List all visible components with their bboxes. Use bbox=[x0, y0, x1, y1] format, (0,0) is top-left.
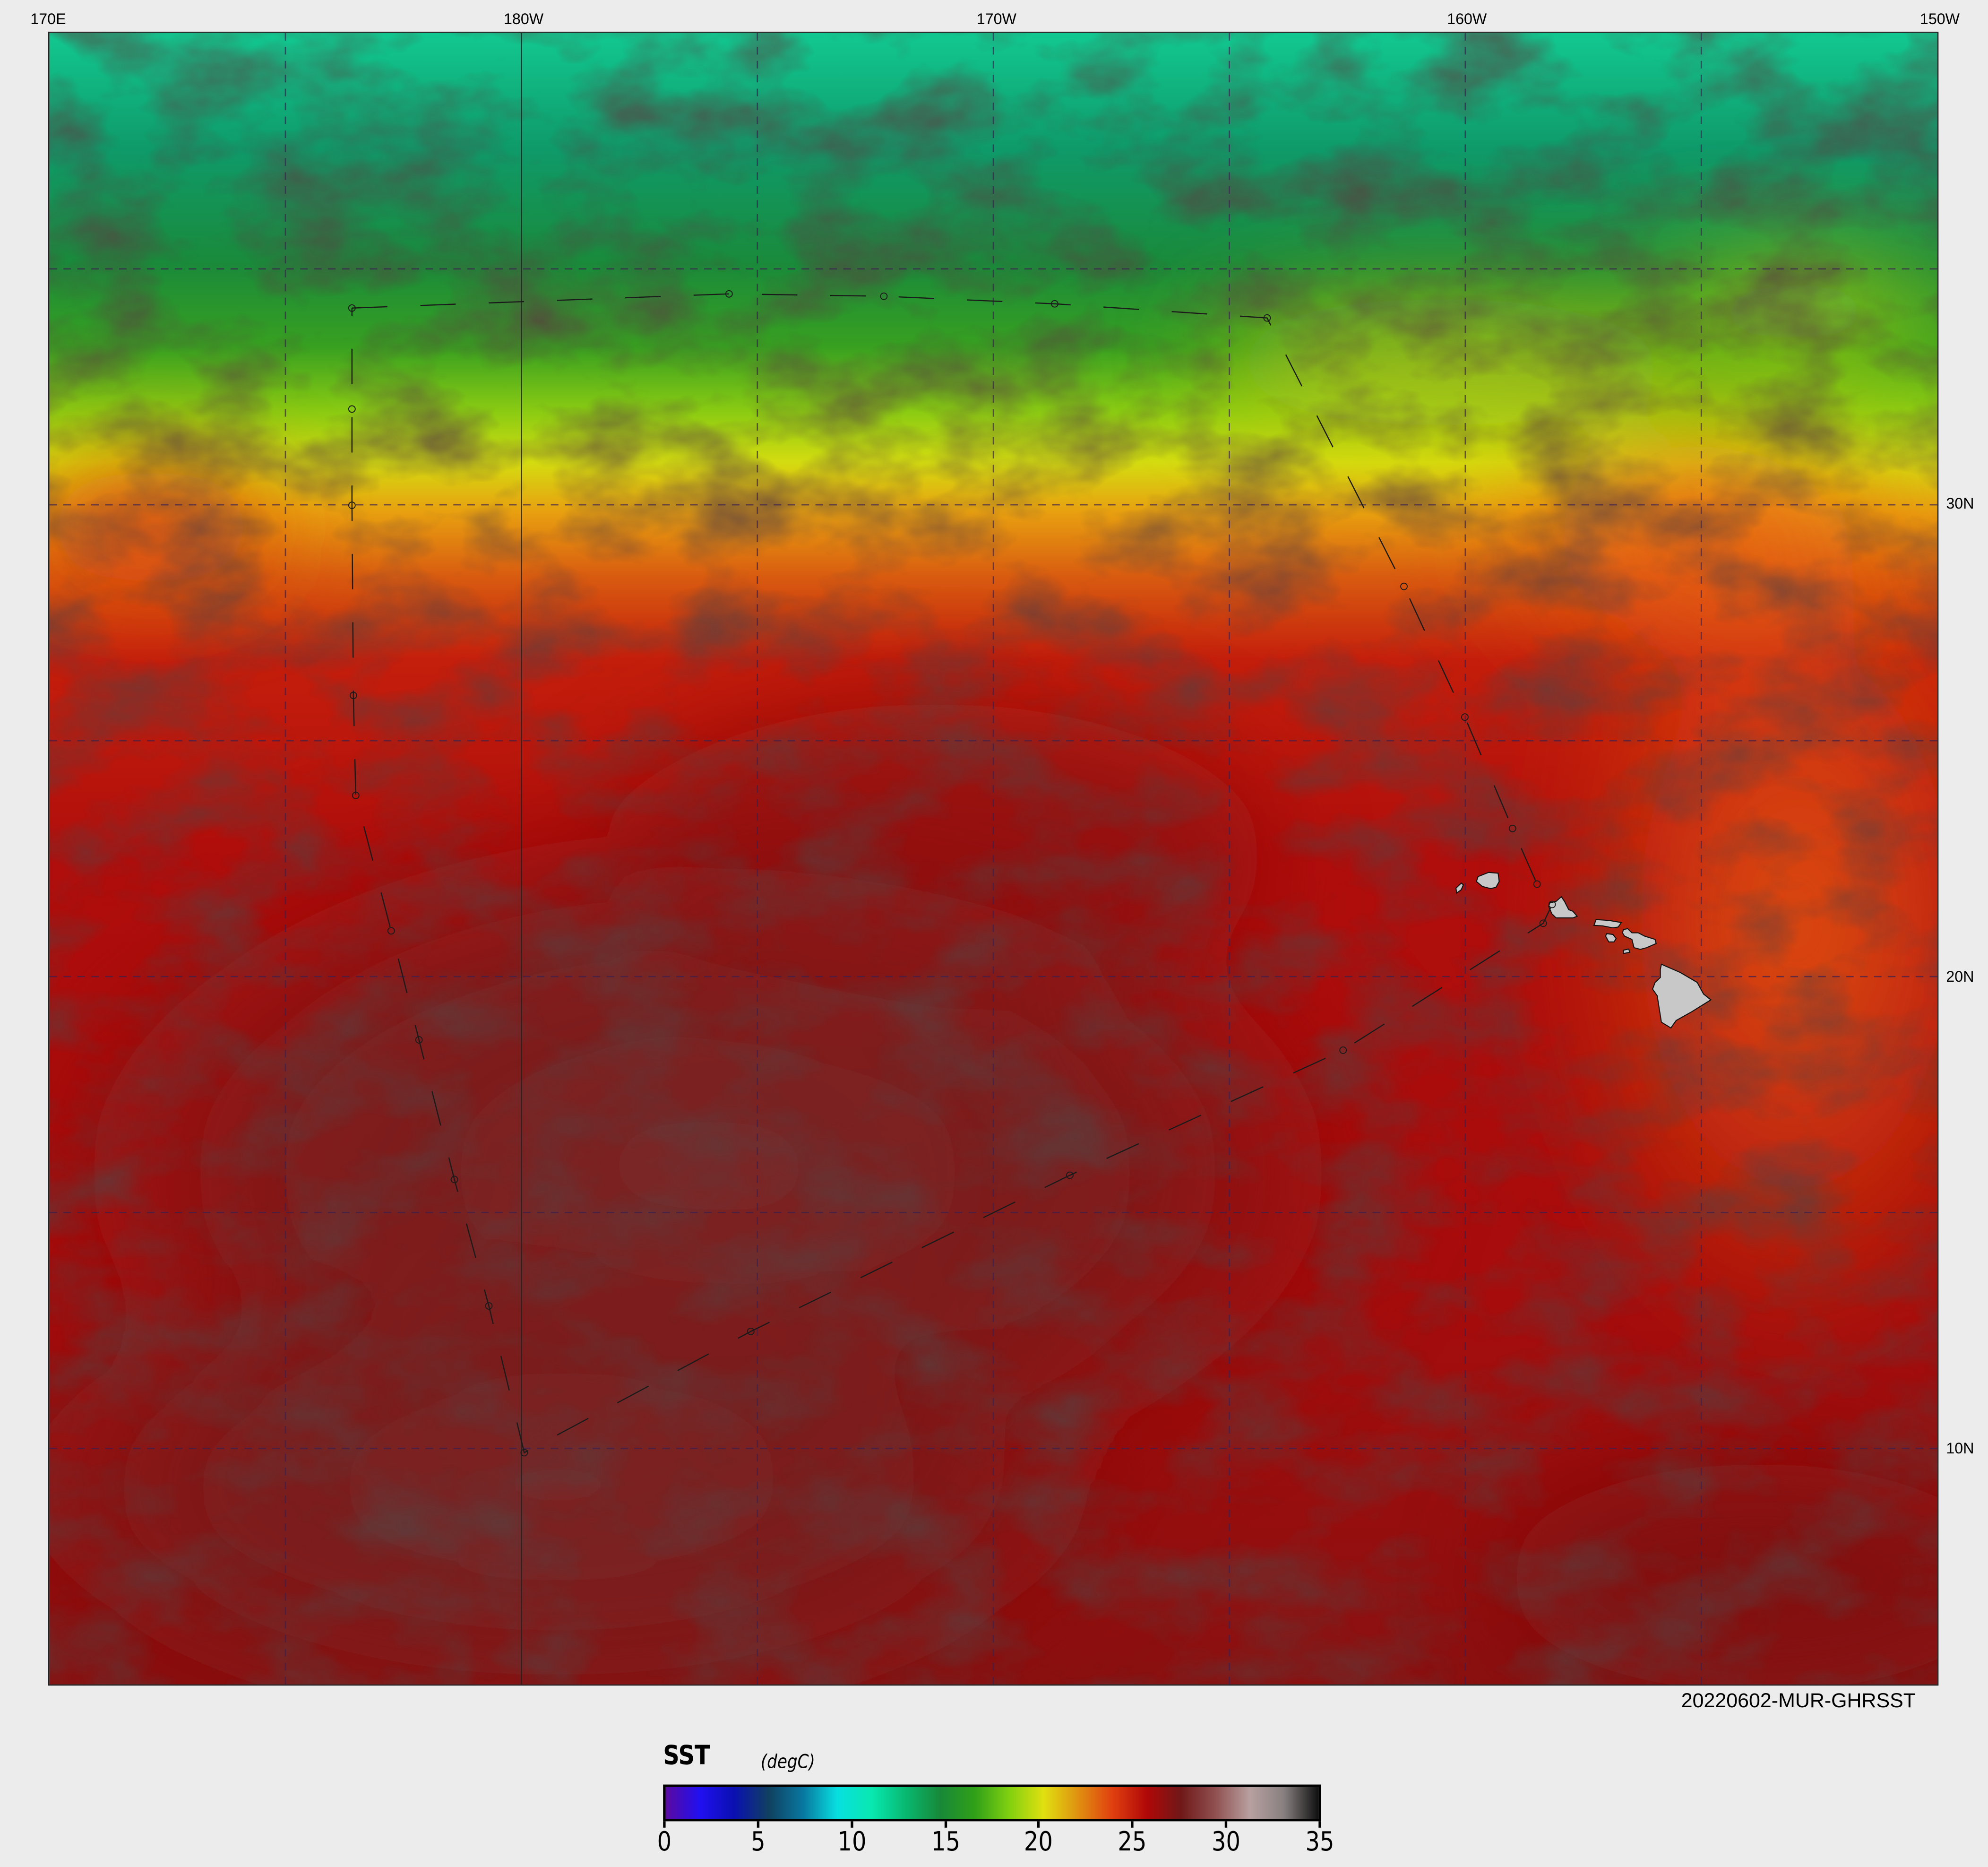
lat-label: 30N bbox=[1946, 494, 1974, 513]
station-marker bbox=[520, 1449, 528, 1457]
lon-label: 180W bbox=[504, 10, 544, 28]
kauai-island bbox=[1476, 872, 1500, 890]
molokai-island bbox=[1593, 919, 1622, 929]
colorbar-tick bbox=[1318, 1821, 1321, 1828]
lanai-island bbox=[1605, 933, 1617, 942]
station-marker bbox=[725, 290, 733, 298]
station-marker bbox=[352, 791, 360, 799]
lon-label: 160W bbox=[1447, 10, 1487, 28]
station-marker bbox=[1548, 900, 1556, 908]
station-marker bbox=[1539, 919, 1547, 927]
station-marker bbox=[1066, 1171, 1074, 1179]
colorbar-tick-label: 35 bbox=[1305, 1826, 1334, 1857]
graticule bbox=[49, 33, 1937, 1685]
colorbar-tick-label: 5 bbox=[750, 1826, 766, 1857]
station-marker bbox=[1400, 582, 1408, 590]
lon-label: 150W bbox=[1919, 10, 1960, 28]
station-marker bbox=[1051, 300, 1059, 308]
station-marker bbox=[349, 691, 357, 700]
hawaiian-islands bbox=[1455, 872, 1712, 1029]
colorbar-tick bbox=[1225, 1821, 1228, 1828]
product-label: 20220602-MUR-GHRSST bbox=[1681, 1690, 1916, 1712]
colorbar-tick-label: 25 bbox=[1118, 1826, 1147, 1857]
station-marker bbox=[1339, 1046, 1347, 1054]
station-marker bbox=[1533, 880, 1541, 888]
station-marker bbox=[485, 1302, 493, 1310]
colorbar-tick bbox=[850, 1821, 853, 1828]
lat-label: 10N bbox=[1946, 1439, 1974, 1458]
cruise-track bbox=[348, 290, 1556, 1457]
track-line bbox=[351, 293, 1553, 1454]
colorbar-tick bbox=[663, 1821, 666, 1828]
station-marker bbox=[1461, 713, 1469, 721]
colorbar-tick bbox=[757, 1821, 759, 1828]
colorbar-tick-label: 30 bbox=[1212, 1826, 1241, 1857]
lon-label: 170E bbox=[30, 10, 66, 28]
sst-map[interactable] bbox=[48, 32, 1939, 1686]
colorbar-tick bbox=[944, 1821, 947, 1828]
station-marker bbox=[348, 405, 356, 413]
niihau-island bbox=[1455, 882, 1464, 894]
lon-label: 170W bbox=[976, 10, 1016, 28]
lat-label: 20N bbox=[1946, 968, 1974, 986]
colorbar-unit: (degC) bbox=[760, 1750, 815, 1773]
station-marker bbox=[348, 304, 356, 312]
colorbar-tick-label: 15 bbox=[930, 1826, 960, 1857]
hawaii-island bbox=[1652, 963, 1712, 1029]
maui-island bbox=[1622, 928, 1657, 950]
colorbar-title: SST bbox=[663, 1740, 710, 1771]
station-marker bbox=[348, 501, 356, 509]
colorbar bbox=[663, 1784, 1321, 1822]
station-marker bbox=[880, 292, 888, 300]
station-marker bbox=[450, 1176, 458, 1184]
colorbar-tick bbox=[1037, 1821, 1041, 1828]
kahoolawe-island bbox=[1623, 948, 1631, 954]
colorbar-tick-label: 20 bbox=[1024, 1826, 1053, 1857]
colorbar-tick-label: 0 bbox=[657, 1826, 672, 1857]
station-marker bbox=[415, 1036, 423, 1044]
station-marker bbox=[747, 1327, 755, 1335]
colorbar-tick-label: 10 bbox=[837, 1826, 866, 1857]
station-marker bbox=[1508, 824, 1516, 832]
oahu-island bbox=[1548, 896, 1578, 919]
colorbar-tick bbox=[1131, 1821, 1134, 1828]
station-marker bbox=[387, 927, 395, 935]
station-marker bbox=[1263, 314, 1271, 322]
